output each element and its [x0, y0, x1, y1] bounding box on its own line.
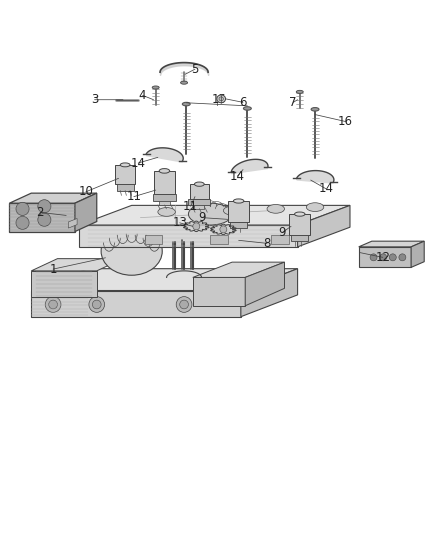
- Polygon shape: [10, 193, 97, 203]
- Circle shape: [193, 223, 200, 230]
- Polygon shape: [68, 219, 77, 228]
- Polygon shape: [193, 277, 245, 306]
- Polygon shape: [75, 193, 97, 231]
- Polygon shape: [159, 201, 170, 205]
- Ellipse shape: [219, 97, 223, 101]
- Text: 4: 4: [139, 89, 146, 102]
- Polygon shape: [188, 199, 210, 205]
- Circle shape: [38, 200, 51, 213]
- Circle shape: [220, 226, 227, 233]
- Circle shape: [16, 203, 29, 215]
- Polygon shape: [289, 214, 310, 235]
- Text: 14: 14: [230, 169, 245, 183]
- Circle shape: [38, 213, 51, 227]
- Ellipse shape: [188, 203, 232, 225]
- Text: 13: 13: [172, 216, 187, 229]
- Polygon shape: [359, 241, 424, 247]
- Polygon shape: [190, 184, 209, 199]
- Text: 9: 9: [198, 211, 205, 224]
- Polygon shape: [272, 235, 289, 244]
- Polygon shape: [230, 222, 247, 228]
- Circle shape: [176, 297, 192, 312]
- Polygon shape: [291, 235, 308, 241]
- Polygon shape: [152, 195, 176, 201]
- Ellipse shape: [101, 227, 162, 275]
- Text: 12: 12: [375, 251, 390, 264]
- Polygon shape: [194, 205, 204, 208]
- Polygon shape: [115, 165, 135, 184]
- Ellipse shape: [159, 168, 170, 173]
- Ellipse shape: [180, 81, 187, 84]
- Polygon shape: [297, 205, 350, 247]
- Text: 10: 10: [78, 185, 93, 198]
- Polygon shape: [184, 221, 209, 231]
- Polygon shape: [359, 247, 411, 268]
- Ellipse shape: [158, 207, 175, 216]
- Polygon shape: [31, 271, 97, 297]
- Text: 2: 2: [36, 206, 44, 219]
- Polygon shape: [411, 241, 424, 268]
- Text: 11: 11: [183, 200, 198, 213]
- Text: 3: 3: [91, 93, 98, 106]
- Text: 8: 8: [263, 237, 271, 250]
- Ellipse shape: [294, 212, 305, 216]
- Ellipse shape: [223, 206, 241, 215]
- Polygon shape: [31, 269, 297, 290]
- Circle shape: [89, 297, 105, 312]
- Ellipse shape: [152, 86, 159, 89]
- Circle shape: [380, 254, 387, 261]
- Circle shape: [370, 254, 377, 261]
- Circle shape: [16, 216, 29, 229]
- Ellipse shape: [267, 205, 285, 213]
- Text: 15: 15: [212, 93, 226, 106]
- Circle shape: [399, 254, 406, 261]
- Circle shape: [45, 297, 61, 312]
- Circle shape: [49, 300, 57, 309]
- Polygon shape: [146, 148, 183, 163]
- Ellipse shape: [217, 95, 226, 103]
- Ellipse shape: [296, 90, 303, 93]
- Ellipse shape: [306, 203, 324, 212]
- Polygon shape: [79, 205, 350, 225]
- Circle shape: [389, 254, 396, 261]
- Ellipse shape: [244, 107, 251, 110]
- Text: 1: 1: [49, 263, 57, 276]
- Ellipse shape: [120, 163, 130, 167]
- Text: 14: 14: [131, 157, 146, 169]
- Polygon shape: [245, 262, 285, 306]
- Polygon shape: [211, 224, 236, 235]
- Polygon shape: [145, 235, 162, 244]
- Polygon shape: [117, 184, 134, 190]
- Polygon shape: [241, 269, 297, 317]
- Text: 11: 11: [126, 190, 141, 203]
- Ellipse shape: [233, 199, 244, 203]
- Text: 6: 6: [239, 96, 247, 109]
- Polygon shape: [228, 201, 249, 222]
- Polygon shape: [231, 159, 268, 174]
- Text: 14: 14: [318, 182, 333, 195]
- Circle shape: [180, 300, 188, 309]
- Polygon shape: [79, 225, 297, 247]
- Polygon shape: [10, 203, 75, 231]
- Text: 9: 9: [279, 226, 286, 239]
- Polygon shape: [193, 262, 285, 277]
- Text: 7: 7: [290, 96, 297, 109]
- Ellipse shape: [182, 102, 190, 106]
- Polygon shape: [297, 171, 334, 184]
- Polygon shape: [31, 259, 123, 271]
- Polygon shape: [154, 171, 175, 195]
- Text: 16: 16: [338, 115, 353, 128]
- Ellipse shape: [194, 182, 204, 187]
- Ellipse shape: [311, 108, 319, 111]
- Polygon shape: [31, 290, 241, 317]
- Text: 5: 5: [191, 63, 199, 76]
- Circle shape: [92, 300, 101, 309]
- Polygon shape: [210, 235, 228, 244]
